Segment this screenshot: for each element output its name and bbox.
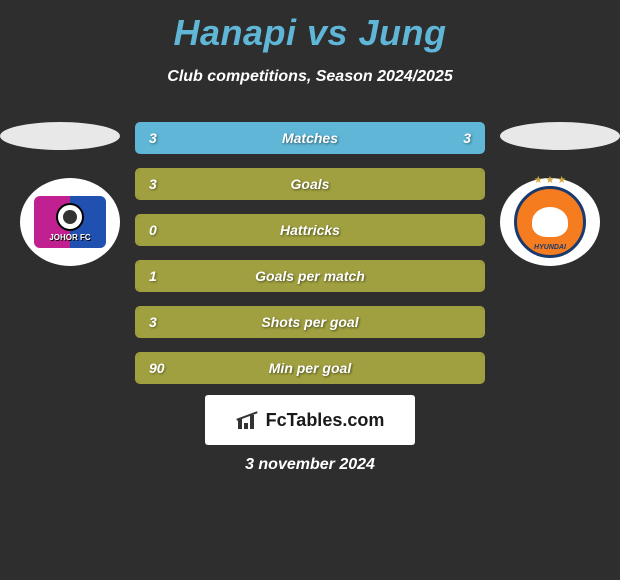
stat-row-goals: 3 Goals (135, 168, 485, 200)
comparison-title: Hanapi vs Jung (0, 0, 620, 54)
comparison-date: 3 november 2024 (0, 456, 620, 474)
brand-footer[interactable]: FcTables.com (205, 395, 415, 445)
team-left-name: JOHOR FC (49, 233, 90, 242)
header-row-matches: 3 Matches 3 (135, 122, 485, 154)
brand-text: FcTables.com (266, 410, 385, 431)
stat-label: Shots per goal (137, 314, 483, 330)
comparison-subtitle: Club competitions, Season 2024/2025 (0, 68, 620, 86)
player-avatar-right (500, 122, 620, 150)
stat-row-hattricks: 0 Hattricks (135, 214, 485, 246)
hyundai-logo-icon: ★ ★ ★ HYUNDAI (514, 186, 586, 258)
header-label: Matches (137, 130, 483, 146)
header-right-value: 3 (463, 130, 471, 146)
stat-row-shots-per-goal: 3 Shots per goal (135, 306, 485, 338)
stat-label: Min per goal (137, 360, 483, 376)
stat-label: Goals per match (137, 268, 483, 284)
stat-label: Goals (137, 176, 483, 192)
stat-row-min-per-goal: 90 Min per goal (135, 352, 485, 384)
stat-label: Hattricks (137, 222, 483, 238)
team-logo-left: JOHOR FC (20, 178, 120, 266)
player-avatar-left (0, 122, 120, 150)
team-logo-right: ★ ★ ★ HYUNDAI (500, 178, 600, 266)
team-right-name: HYUNDAI (534, 244, 566, 251)
johor-logo-icon: JOHOR FC (34, 196, 106, 248)
stat-row-goals-per-match: 1 Goals per match (135, 260, 485, 292)
stats-bars: 3 Matches 3 3 Goals 0 Hattricks 1 Goals … (135, 122, 485, 398)
chart-icon (236, 411, 260, 429)
